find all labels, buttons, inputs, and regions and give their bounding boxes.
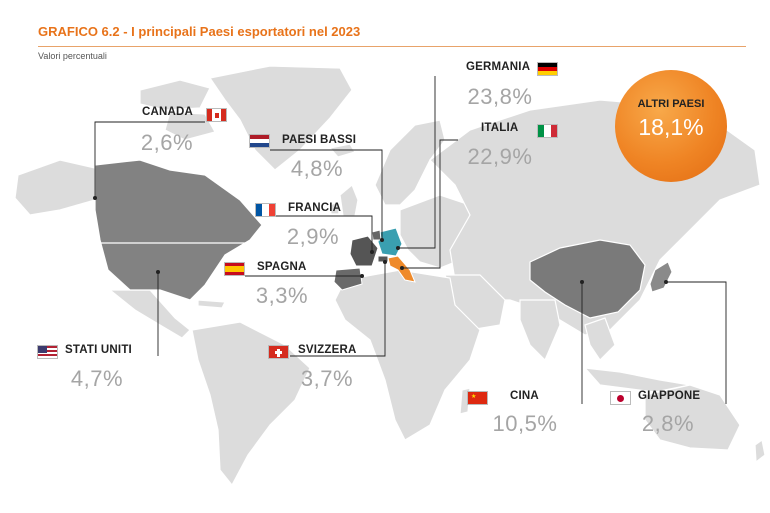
- usa-value: 4,7%: [70, 366, 124, 391]
- other-countries-value: 18,1%: [638, 114, 704, 140]
- page-title: GRAFICO 6.2 - I principali Paesi esporta…: [38, 24, 361, 39]
- spain-label: SPAGNA: [257, 261, 307, 273]
- netherlands-value: 4,8%: [290, 156, 344, 181]
- japan-flag-icon: [610, 391, 631, 405]
- canada-flag-icon: [206, 108, 227, 122]
- usa-label: STATI UNITI: [65, 344, 132, 356]
- netherlands-label: PAESI BASSI: [282, 134, 357, 146]
- other-countries-bubble: ALTRI PAESI 18,1%: [615, 70, 727, 182]
- italy-label: ITALIA: [481, 122, 519, 134]
- canada-label: CANADA: [142, 106, 194, 118]
- china-label: CINA: [510, 390, 539, 402]
- france-flag-icon: [255, 203, 276, 217]
- canada-value: 2,6%: [140, 130, 194, 155]
- usa-flag-icon: [37, 345, 58, 359]
- other-countries-label: ALTRI PAESI: [637, 98, 705, 110]
- switzerland-value: 3,7%: [300, 366, 354, 391]
- china-flag-icon: ★: [467, 391, 488, 405]
- switzerland-label: SVIZZERA: [298, 344, 357, 356]
- land-masses: [14, 65, 766, 487]
- spain-value: 3,3%: [255, 283, 309, 308]
- france-value: 2,9%: [286, 224, 340, 249]
- germany-label: GERMANIA: [466, 61, 531, 73]
- highlighted-countries: [94, 159, 673, 319]
- japan-label: GIAPPONE: [638, 390, 701, 402]
- china-value: 10,5%: [492, 411, 558, 436]
- japan-value: 2,8%: [641, 411, 695, 436]
- germany-value: 23,8%: [467, 84, 533, 109]
- page-subtitle: Valori percentuali: [38, 51, 107, 61]
- leader-lines: [94, 76, 727, 404]
- spain-flag-icon: [224, 262, 245, 276]
- switzerland-flag-icon: [268, 345, 289, 359]
- italy-flag-icon: [537, 124, 558, 138]
- france-label: FRANCIA: [288, 202, 342, 214]
- germany-flag-icon: [537, 62, 558, 76]
- country-dots: [93, 196, 668, 284]
- italy-value: 22,9%: [467, 144, 533, 169]
- title-divider: [38, 46, 746, 47]
- netherlands-flag-icon: [249, 134, 270, 148]
